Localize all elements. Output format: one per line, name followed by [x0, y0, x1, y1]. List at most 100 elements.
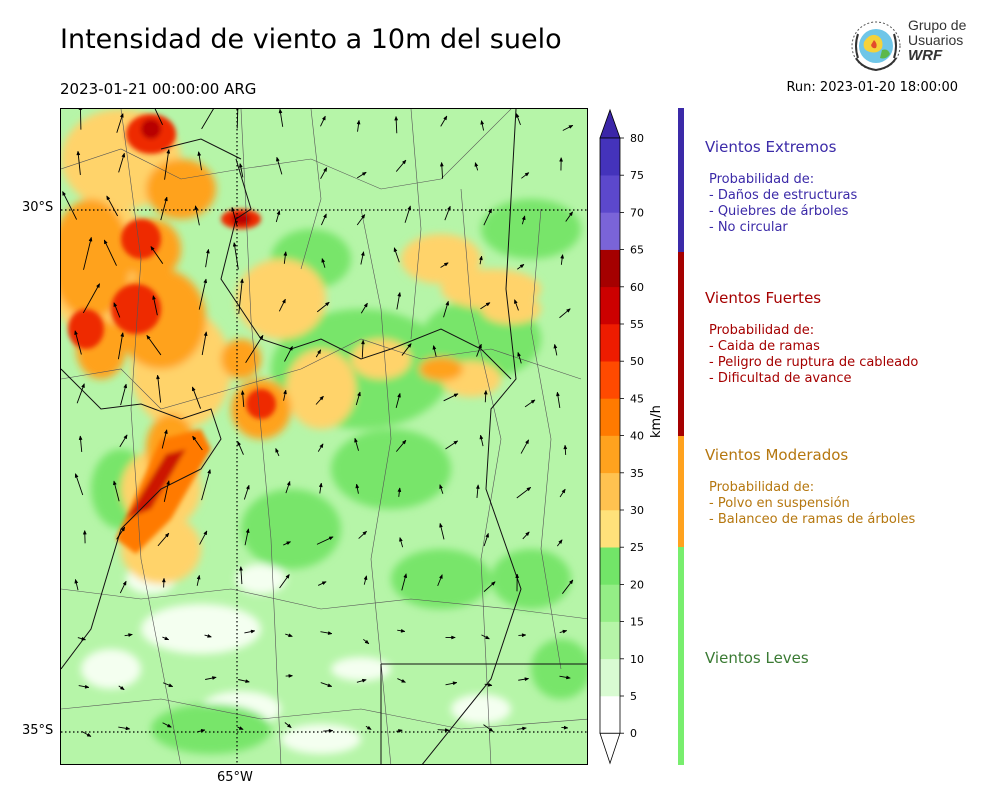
wind-arrow-head	[192, 435, 197, 441]
calm-area	[141, 604, 261, 654]
wind-arrow-head	[164, 196, 168, 202]
strong-wind-area	[221, 339, 261, 379]
department-border	[120, 109, 181, 764]
wind-arrow-head	[526, 486, 532, 492]
province-border	[61, 368, 222, 670]
wind-arrow-head	[207, 468, 211, 474]
wind-arrow-head	[285, 573, 290, 579]
wind-arrow-head	[407, 205, 412, 211]
calm-area	[451, 694, 511, 724]
wind-arrow-head	[281, 298, 286, 304]
wind-arrow-head	[238, 726, 244, 730]
wind-arrow-head	[362, 530, 368, 536]
wind-arrow-head	[360, 213, 366, 219]
wind-arrow-head	[122, 580, 127, 586]
wind-arrow	[83, 237, 92, 270]
moderate-wind-area	[236, 259, 326, 339]
department-border	[460, 188, 502, 764]
colorbar-band-12	[600, 249, 620, 288]
wind-arrow-head	[78, 435, 83, 441]
very-strong-wind-area	[121, 219, 161, 259]
wind-arrow-head	[366, 725, 372, 730]
wind-arrow-head	[323, 167, 328, 173]
wind-arrow-head	[321, 257, 326, 263]
wind-arrow-head	[88, 236, 93, 242]
wind-arrow-head	[319, 395, 324, 401]
wind-arrow-head	[485, 532, 489, 538]
wind-arrow-head	[328, 536, 334, 541]
wind-arrow-head	[74, 473, 79, 478]
moderate-green-area	[531, 639, 587, 699]
wind-arrow-head	[120, 332, 125, 337]
wind-arrow-head	[192, 386, 196, 392]
wind-arrow-head	[245, 484, 250, 490]
department-border	[410, 109, 422, 340]
lat-label-30s: 30°S	[22, 200, 54, 215]
moderate-wind-area	[351, 339, 411, 379]
wind-arrow-head	[524, 677, 530, 682]
wind-arrow-head	[207, 634, 213, 638]
wind-arrow-head	[453, 440, 459, 445]
wind-arrow	[82, 283, 101, 314]
wind-arrow-head	[166, 723, 172, 728]
wind-arrow-head	[438, 574, 443, 579]
moderate-green-area	[151, 704, 271, 754]
wind-arrow-head	[514, 299, 518, 304]
wind-arrow-head	[521, 633, 527, 638]
wind-arrow-head	[317, 349, 322, 355]
wind-arrow-head	[488, 208, 492, 214]
colorbar-band-8	[600, 398, 620, 436]
wind-arrow-head	[150, 245, 155, 251]
wind-arrow-head	[521, 215, 526, 221]
wind-arrow-head	[556, 391, 560, 397]
wind-arrow-head	[407, 343, 412, 348]
wind-arrow	[233, 242, 239, 270]
wind-arrow-head	[276, 156, 280, 162]
moderate-green-area	[331, 429, 451, 509]
wind-arrow-head	[478, 343, 482, 349]
wind-arrow-head	[286, 541, 292, 546]
logo-line-1: Grupo de	[908, 17, 967, 33]
wind-arrow-head	[356, 119, 361, 125]
moderate-green-area	[491, 549, 571, 609]
department-border	[61, 698, 587, 730]
colorbar-band-5	[600, 510, 620, 548]
wind-arrow-head	[443, 262, 449, 267]
wind-arrow-head	[443, 115, 448, 121]
wind-arrow	[238, 278, 243, 314]
wind-arrow	[103, 239, 117, 266]
wind-arrow-head	[324, 301, 330, 307]
legend-desc-extremos: Probabilidad de: - Daños de estructuras …	[709, 172, 858, 235]
wind-arrow-head	[447, 205, 451, 211]
wind-arrow-head	[439, 522, 443, 528]
wind-arrow-head	[196, 574, 201, 580]
wind-arrow-head	[245, 679, 251, 683]
wind-arrow-head	[394, 115, 399, 121]
strong-wind-area	[61, 199, 131, 319]
wrf-users-logo: Grupo de Usuarios WRF	[848, 16, 978, 76]
wind-arrow-head	[522, 726, 527, 731]
wind-arrow-head	[553, 343, 558, 349]
wind-arrow-head	[524, 172, 530, 177]
wind-arrow-head	[238, 162, 243, 168]
lat-label-35s: 35°S	[22, 723, 54, 738]
wind-arrow-head	[203, 331, 208, 337]
wind-arrow-head	[397, 392, 401, 398]
wind-arrow-head	[166, 480, 170, 486]
wind-arrow-head	[361, 339, 365, 345]
wind-arrow-head	[276, 210, 281, 215]
wind-arrow-head	[452, 681, 458, 686]
wind-arrow-head	[76, 150, 81, 156]
wind-arrow-head	[164, 532, 170, 538]
colorbar-tick-label-50: 50	[630, 355, 644, 368]
colorbar-tick-label-80: 80	[630, 132, 644, 145]
wind-arrow-head	[439, 484, 443, 489]
wind-arrow-head	[363, 575, 368, 581]
colorbar-extend-min	[599, 732, 621, 765]
wind-arrow-head	[62, 190, 67, 196]
wind-arrow-head	[444, 728, 450, 733]
wind-arrow-head	[401, 159, 407, 165]
wind-arrow-head	[566, 675, 571, 680]
wind-arrow-head	[560, 253, 565, 259]
wind-arrow-head	[259, 334, 264, 340]
